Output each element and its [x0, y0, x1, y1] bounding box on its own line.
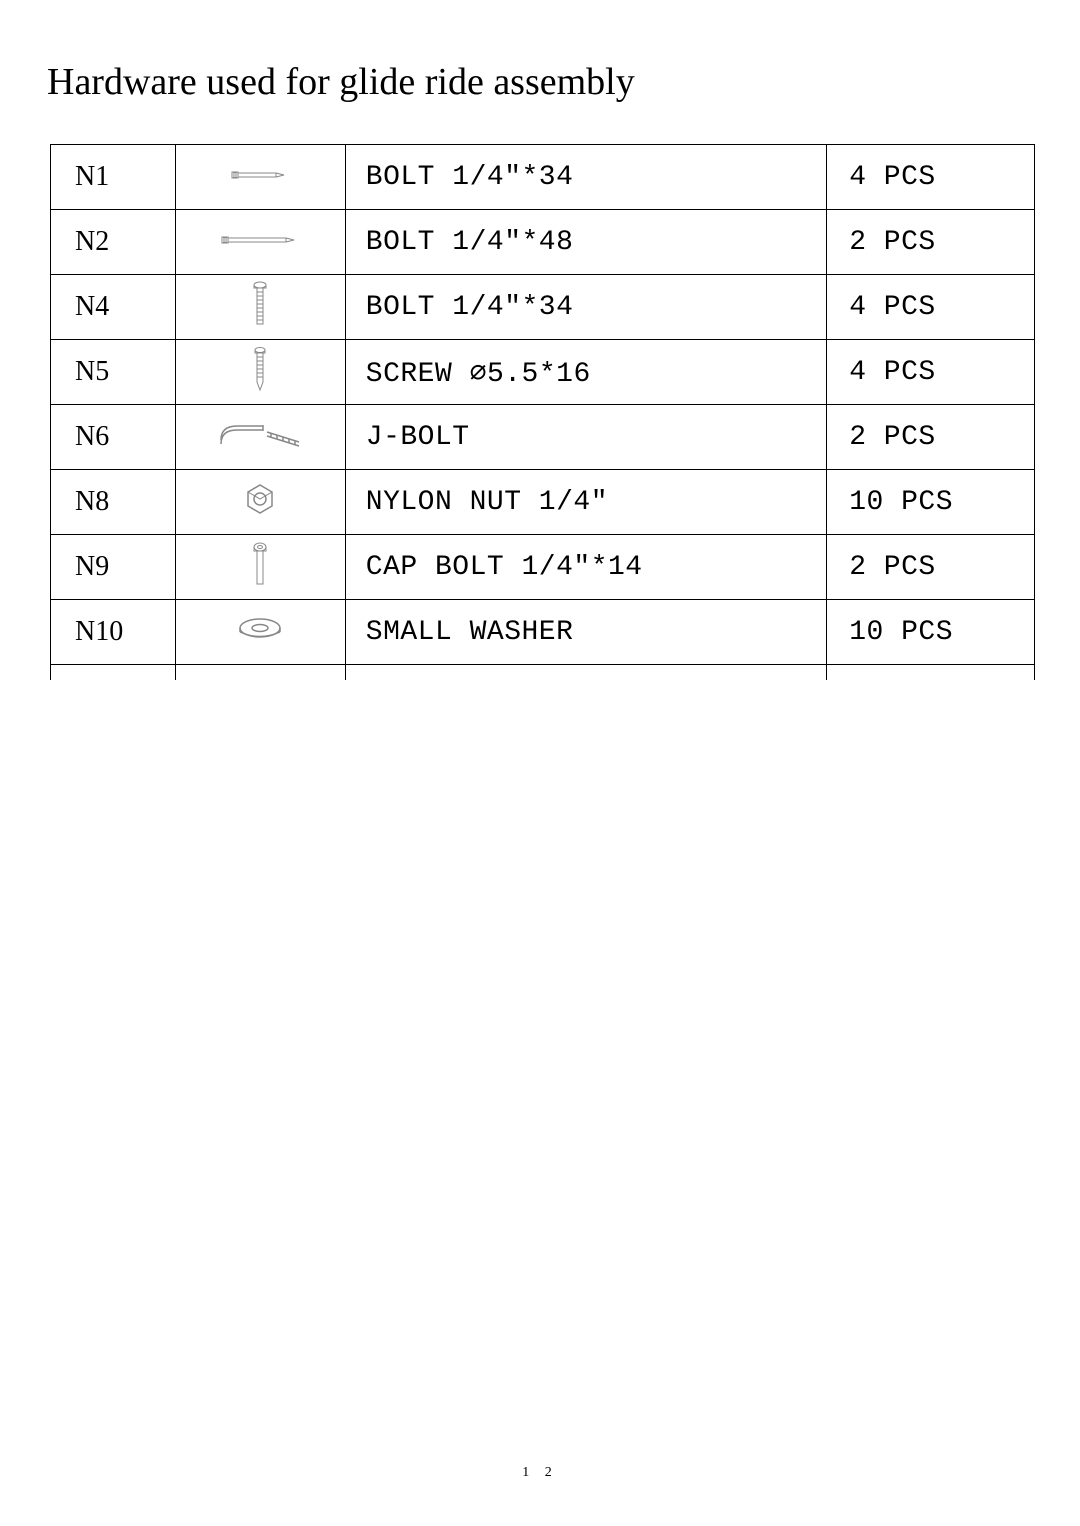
row-quantity: 10 PCS — [827, 470, 1035, 535]
table-row: N4 BOLT 1/4″*344 PCS — [51, 275, 1035, 340]
empty-cell — [345, 665, 826, 680]
cap-bolt-icon — [251, 542, 269, 593]
row-quantity: 4 PCS — [827, 275, 1035, 340]
row-description: NYLON NUT 1/4″ — [345, 470, 826, 535]
row-icon-cell — [175, 210, 345, 275]
row-description: SCREW ⌀5.5*16 — [345, 340, 826, 405]
table-row: N8 NYLON NUT 1/4″10 PCS — [51, 470, 1035, 535]
row-id: N1 — [51, 145, 176, 210]
row-description: BOLT 1/4″*34 — [345, 275, 826, 340]
row-description: BOLT 1/4″*34 — [345, 145, 826, 210]
row-quantity: 2 PCS — [827, 405, 1035, 470]
table-row: N1 BOLT 1/4″*344 PCS — [51, 145, 1035, 210]
bolt-v-icon — [250, 280, 270, 335]
row-id: N4 — [51, 275, 176, 340]
empty-cell — [827, 665, 1035, 680]
row-quantity: 4 PCS — [827, 145, 1035, 210]
page-title: Hardware used for glide ride assembly — [47, 60, 1035, 104]
page: Hardware used for glide ride assembly N1… — [0, 0, 1080, 1526]
table-row: N9 CAP BOLT 1/4″*142 PCS — [51, 535, 1035, 600]
row-id: N10 — [51, 600, 176, 665]
nut-icon — [240, 482, 280, 523]
hardware-table-body: N1BOLT 1/4″*344 PCSN2BOLT 1/4″*482 PCSN4… — [51, 145, 1035, 680]
row-description: CAP BOLT 1/4″*14 — [345, 535, 826, 600]
row-quantity: 2 PCS — [827, 210, 1035, 275]
row-id: N6 — [51, 405, 176, 470]
row-id: N8 — [51, 470, 176, 535]
row-quantity: 10 PCS — [827, 600, 1035, 665]
page-number: 1 2 — [0, 1465, 1080, 1481]
row-icon-cell — [175, 405, 345, 470]
empty-cell — [175, 665, 345, 680]
jbolt-icon — [215, 418, 305, 457]
row-description: J-BOLT — [345, 405, 826, 470]
washer-icon — [235, 615, 285, 650]
table-row: N5 SCREW ⌀5.5*164 PCS — [51, 340, 1035, 405]
row-icon-cell — [175, 535, 345, 600]
empty-cell — [51, 665, 176, 680]
bolt-h-short-icon — [230, 167, 290, 188]
table-row: N2 BOLT 1/4″*482 PCS — [51, 210, 1035, 275]
row-id: N9 — [51, 535, 176, 600]
row-description: SMALL WASHER — [345, 600, 826, 665]
table-row-empty — [51, 665, 1035, 680]
row-description: BOLT 1/4″*48 — [345, 210, 826, 275]
row-icon-cell — [175, 145, 345, 210]
hardware-table: N1BOLT 1/4″*344 PCSN2BOLT 1/4″*482 PCSN4… — [50, 144, 1035, 680]
table-row: N6 J-BOLT2 PCS — [51, 405, 1035, 470]
row-quantity: 2 PCS — [827, 535, 1035, 600]
screw-v-icon — [251, 346, 269, 399]
row-quantity: 4 PCS — [827, 340, 1035, 405]
row-icon-cell — [175, 470, 345, 535]
table-row: N10 SMALL WASHER10 PCS — [51, 600, 1035, 665]
bolt-h-long-icon — [220, 232, 300, 253]
row-icon-cell — [175, 275, 345, 340]
row-icon-cell — [175, 340, 345, 405]
row-id: N5 — [51, 340, 176, 405]
row-icon-cell — [175, 600, 345, 665]
row-id: N2 — [51, 210, 176, 275]
